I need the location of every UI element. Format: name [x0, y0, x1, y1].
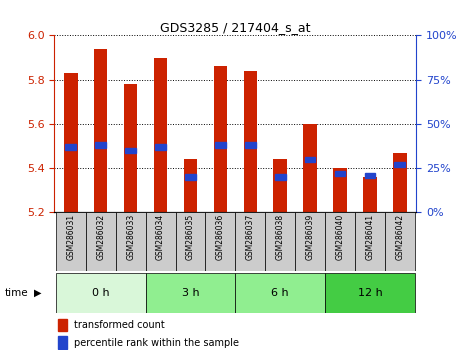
- Text: ▶: ▶: [34, 288, 42, 298]
- Bar: [214, 66, 227, 212]
- Bar: [154, 57, 167, 212]
- Bar: [245, 142, 255, 148]
- Text: GSM286042: GSM286042: [395, 214, 404, 260]
- Bar: [215, 142, 226, 148]
- Bar: [116, 212, 146, 271]
- Text: 12 h: 12 h: [358, 288, 382, 298]
- Text: GSM286033: GSM286033: [126, 214, 135, 261]
- Bar: [146, 212, 175, 271]
- Bar: [394, 162, 405, 167]
- Bar: [56, 212, 86, 271]
- Bar: [365, 172, 375, 178]
- Bar: [385, 212, 415, 271]
- Bar: [58, 319, 67, 331]
- Bar: [295, 212, 325, 271]
- Text: GSM286036: GSM286036: [216, 214, 225, 261]
- Bar: [235, 273, 325, 313]
- Bar: [175, 212, 205, 271]
- Text: 3 h: 3 h: [182, 288, 199, 298]
- Bar: [65, 144, 76, 149]
- Bar: [125, 148, 136, 153]
- Bar: [333, 168, 347, 212]
- Text: GSM286040: GSM286040: [335, 214, 344, 261]
- Bar: [244, 71, 257, 212]
- Bar: [58, 336, 67, 349]
- Bar: [146, 273, 235, 313]
- Bar: [155, 144, 166, 149]
- Title: GDS3285 / 217404_s_at: GDS3285 / 217404_s_at: [160, 21, 311, 34]
- Text: GSM286032: GSM286032: [96, 214, 105, 260]
- Bar: [235, 212, 265, 271]
- Bar: [96, 142, 106, 148]
- Bar: [303, 124, 317, 212]
- Bar: [205, 212, 235, 271]
- Bar: [325, 273, 415, 313]
- Bar: [124, 84, 137, 212]
- Bar: [363, 177, 377, 212]
- Bar: [56, 273, 146, 313]
- Text: GSM286035: GSM286035: [186, 214, 195, 261]
- Bar: [393, 153, 406, 212]
- Bar: [275, 174, 286, 179]
- Bar: [355, 212, 385, 271]
- Text: GSM286034: GSM286034: [156, 214, 165, 261]
- Bar: [184, 159, 197, 212]
- Text: percentile rank within the sample: percentile rank within the sample: [74, 338, 239, 348]
- Bar: [273, 159, 287, 212]
- Text: GSM286039: GSM286039: [306, 214, 315, 261]
- Text: 0 h: 0 h: [92, 288, 110, 298]
- Bar: [265, 212, 295, 271]
- Bar: [325, 212, 355, 271]
- Bar: [94, 48, 107, 212]
- Text: 6 h: 6 h: [272, 288, 289, 298]
- Bar: [305, 156, 315, 162]
- Bar: [334, 171, 345, 176]
- Text: transformed count: transformed count: [74, 320, 165, 330]
- Text: GSM286041: GSM286041: [365, 214, 375, 260]
- Text: GSM286038: GSM286038: [276, 214, 285, 260]
- Text: time: time: [5, 288, 28, 298]
- Bar: [185, 174, 196, 179]
- Bar: [86, 212, 116, 271]
- Text: GSM286037: GSM286037: [246, 214, 255, 261]
- Text: GSM286031: GSM286031: [66, 214, 75, 260]
- Bar: [64, 73, 78, 212]
